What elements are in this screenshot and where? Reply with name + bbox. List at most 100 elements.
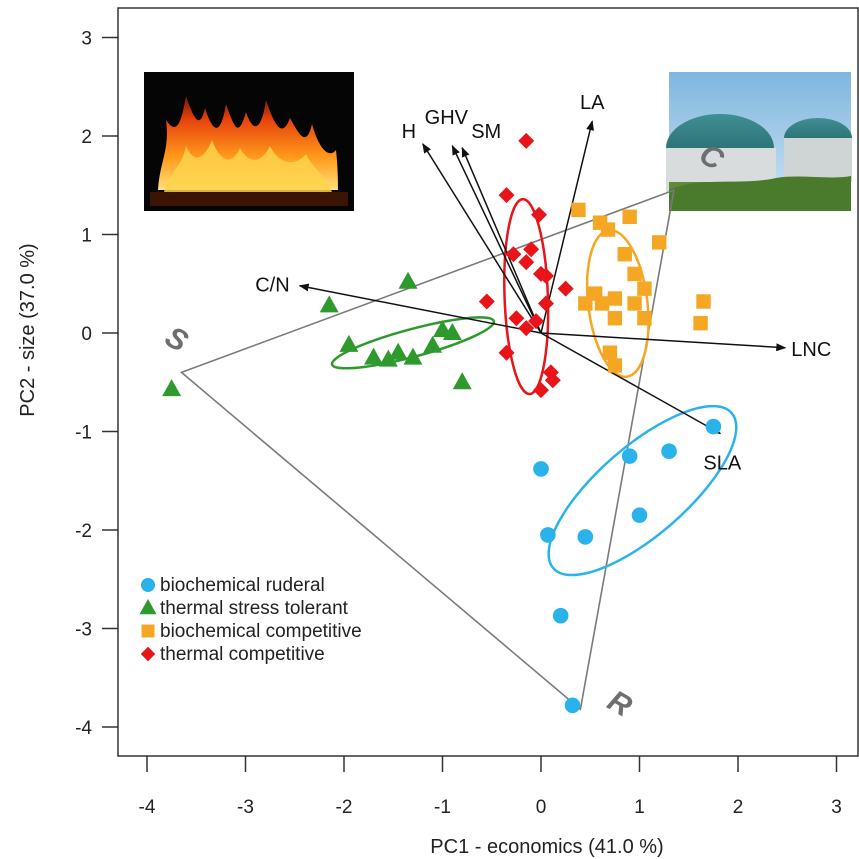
data-point [571, 202, 586, 218]
trait-vector-arrow [540, 332, 787, 352]
data-point [423, 335, 443, 353]
data-point [388, 342, 408, 360]
trait-vector-arrow [540, 120, 594, 334]
y-tick-label: -2 [75, 521, 92, 542]
data-point [693, 315, 708, 331]
legend-label: thermal competitive [160, 644, 325, 665]
plot-frame [117, 7, 859, 757]
csr-label-s: S [159, 320, 193, 359]
csr-label-r: R [602, 684, 638, 724]
axis-ticks: -4 -3 -2 -1 0 1 2 3 -4 -3 -2 -1 0 1 2 3 [75, 29, 842, 819]
data-point [602, 345, 618, 360]
data-point [705, 418, 722, 435]
trait-vector-label: LNC [791, 339, 831, 361]
data-point [364, 347, 384, 365]
data-point [533, 461, 549, 477]
legend-label: thermal stress tolerant [160, 598, 349, 619]
fire-photo [144, 72, 354, 211]
series-diamond [478, 132, 574, 399]
data-point [607, 291, 623, 306]
data-point [577, 529, 594, 545]
trait-vector-arrow [461, 146, 542, 334]
data-point [637, 281, 652, 296]
legend-marker [140, 646, 156, 662]
data-point [505, 246, 522, 263]
data-point [552, 607, 569, 624]
trait-vector-arrow [422, 143, 542, 334]
data-point [540, 527, 556, 543]
trait-vector-arrow [451, 144, 542, 334]
data-point [652, 235, 667, 250]
x-tick-label: 0 [536, 797, 547, 818]
series-square [571, 202, 711, 373]
data-point [533, 382, 549, 399]
trait-vector-label: C/N [255, 275, 289, 297]
group-ellipse [330, 316, 496, 370]
x-tick-label: 1 [634, 797, 645, 818]
data-point [578, 296, 593, 311]
x-tick-label: -3 [237, 797, 254, 818]
y-tick-label: 3 [81, 29, 92, 50]
data-point [600, 222, 616, 237]
y-tick-label: 0 [81, 324, 92, 345]
data-point [528, 313, 545, 330]
data-point [518, 132, 535, 149]
data-point [403, 347, 423, 365]
data-point [319, 295, 339, 313]
biogas-plant-photo [666, 72, 852, 211]
y-tick-label: 2 [81, 127, 92, 148]
data-point [518, 254, 535, 271]
x-tick-label: -4 [139, 797, 156, 818]
data-point [696, 294, 711, 309]
data-point [544, 372, 561, 389]
data-point [594, 296, 610, 311]
data-point [339, 334, 359, 352]
x-tick-label: 3 [831, 797, 842, 818]
data-point [557, 280, 574, 297]
data-point [523, 241, 540, 258]
trait-vector-arrow [298, 283, 542, 334]
x-tick-label: -1 [434, 797, 451, 818]
trait-vector-label: GHV [425, 107, 469, 129]
data-point [518, 320, 535, 337]
y-axis-title: PC2 - size (37.0 %) [17, 243, 39, 416]
data-point [607, 358, 623, 373]
trait-vector-label: SLA [703, 452, 741, 474]
data-point [442, 323, 462, 340]
series-circle [533, 418, 722, 714]
data-point [631, 507, 648, 524]
series-triangle [162, 271, 472, 397]
data-point [498, 187, 515, 204]
data-points [162, 132, 722, 714]
data-point [637, 311, 652, 326]
group-ellipse [547, 404, 738, 577]
data-point [627, 296, 642, 311]
data-point [622, 209, 637, 224]
data-point [617, 247, 632, 262]
legend-label: biochemical ruderal [160, 575, 325, 596]
data-point [661, 443, 677, 460]
data-point [621, 448, 638, 464]
legend-marker [139, 599, 157, 615]
data-point [478, 293, 495, 310]
data-point [537, 295, 554, 312]
data-point [498, 344, 515, 361]
legend-marker [141, 624, 155, 638]
legend-marker [140, 577, 156, 593]
data-point [607, 311, 623, 326]
data-point [508, 310, 525, 327]
data-point [398, 271, 418, 289]
trait-vector-arrow [540, 332, 722, 435]
data-point [627, 266, 642, 282]
data-point [531, 206, 548, 223]
data-point [378, 349, 398, 367]
trait-vector-label: SM [471, 121, 501, 143]
data-point [162, 379, 182, 397]
data-point [537, 267, 554, 284]
trait-vector-label: H [402, 121, 416, 143]
x-tick-label: -2 [336, 797, 353, 818]
y-tick-label: 1 [81, 226, 92, 247]
